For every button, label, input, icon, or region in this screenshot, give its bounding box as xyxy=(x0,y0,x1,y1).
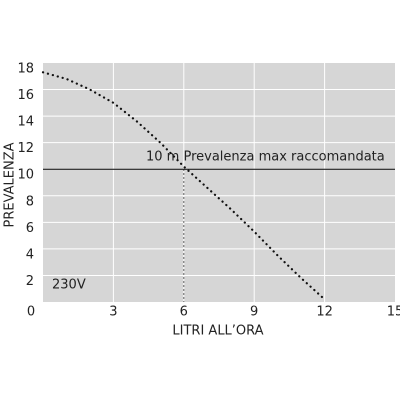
y-tick-label: 4 xyxy=(26,247,34,262)
x-axis-label: LITRI ALL’ORA xyxy=(172,324,263,339)
y-tick-label: 14 xyxy=(17,115,34,130)
annotation: 10 m Prevalenza max raccomandata xyxy=(146,150,385,165)
y-tick-label: 16 xyxy=(17,88,34,103)
curve-label: 230V xyxy=(52,278,86,293)
curve xyxy=(41,71,326,301)
x-tick-label: 15 xyxy=(387,305,400,320)
x-tick-label: 3 xyxy=(109,305,117,320)
y-tick-label: 12 xyxy=(17,141,34,156)
x-tick-label: 6 xyxy=(180,305,188,320)
y-axis-label: PREVALENZA xyxy=(3,142,18,227)
y-tick-label: 18 xyxy=(17,62,34,77)
y-tick-label: 8 xyxy=(26,194,34,209)
y-tick-label: 10 xyxy=(17,168,34,183)
y-tick-label: 2 xyxy=(26,274,34,289)
x-tick-label: 0 xyxy=(27,305,35,320)
y-tick-label: 6 xyxy=(26,221,34,236)
plot-area xyxy=(43,63,395,302)
x-tick-label: 12 xyxy=(316,305,333,320)
x-tick-label: 9 xyxy=(250,305,258,320)
